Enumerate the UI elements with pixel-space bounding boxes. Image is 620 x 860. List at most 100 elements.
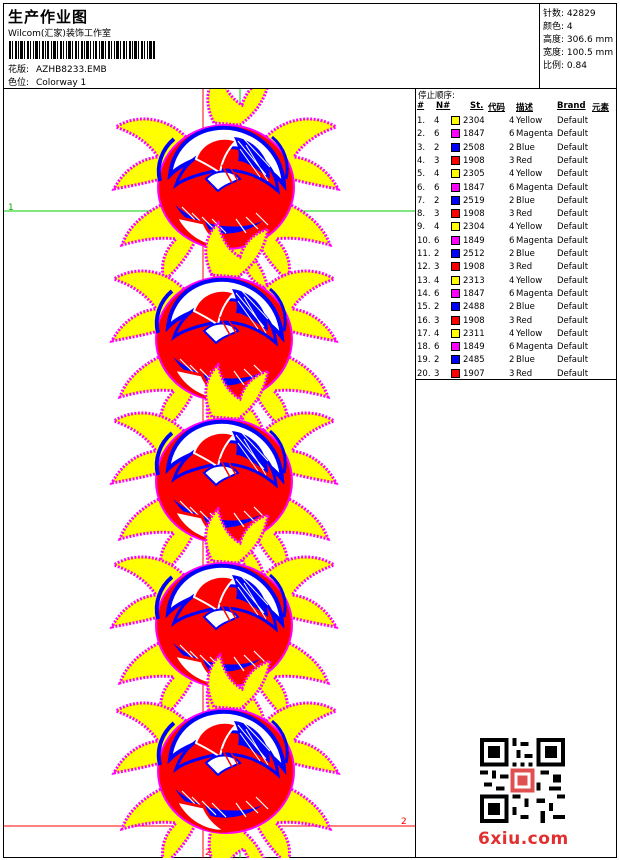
marker-2-right: 2	[401, 817, 407, 827]
row-needle-no: 2	[509, 302, 515, 313]
table-row: 11. 2 2512 2 Blue Default	[416, 248, 616, 261]
row-code: 2519	[463, 195, 485, 206]
row-code: 1908	[463, 262, 485, 273]
row-code: 2304	[463, 222, 485, 233]
row-needle-no: 6	[509, 182, 515, 193]
row-needle-no: 4	[509, 275, 515, 286]
color-swatch	[451, 355, 460, 365]
color-swatch	[451, 262, 460, 272]
color-swatch	[451, 222, 460, 232]
row-index: 7.	[417, 195, 426, 206]
color-swatch	[451, 288, 460, 298]
row-code: 2512	[463, 249, 485, 259]
row-index: 3.	[417, 142, 426, 153]
row-desc: Blue	[516, 302, 535, 313]
row-needle: 6	[434, 288, 440, 299]
row-code: 2488	[463, 302, 485, 313]
row-brand: Default	[557, 275, 589, 286]
col-brand-header: Brand	[557, 101, 586, 111]
row-needle: 4	[434, 328, 440, 339]
row-index: 13.	[417, 275, 431, 286]
table-row: 18. 6 1849 6 Magenta Default	[416, 341, 616, 354]
row-code: 1847	[463, 129, 485, 140]
color-swatch	[451, 169, 460, 179]
table-row: 9. 4 2304 4 Yellow Default	[416, 221, 616, 234]
row-needle-no: 2	[509, 355, 515, 366]
table-row: 13. 4 2313 4 Yellow Default	[416, 275, 616, 288]
stat-stitches: 针数: 42829	[543, 9, 596, 19]
stats-panel: 针数: 42829 颜色: 4 高度: 306.6 mm 宽度: 100.5 m…	[539, 4, 618, 88]
row-code: 2313	[463, 275, 485, 286]
sheet-title: 生产作业图	[8, 8, 89, 26]
row-brand: Default	[557, 315, 589, 326]
row-needle-no: 6	[509, 288, 515, 299]
row-code: 1908	[463, 315, 485, 326]
stat-height: 高度: 306.6 mm	[543, 35, 614, 45]
row-needle: 4	[434, 116, 440, 126]
row-needle: 4	[434, 169, 440, 180]
color-swatch	[451, 249, 460, 258]
color-swatch	[451, 142, 460, 152]
table-row: 2. 6 1847 6 Magenta Default	[416, 128, 616, 141]
table-row: 17. 4 2311 4 Yellow Default	[416, 328, 616, 341]
row-code: 1907	[463, 368, 485, 379]
row-needle: 2	[434, 302, 440, 313]
row-desc: Yellow	[516, 116, 543, 126]
row-needle-no: 4	[509, 169, 515, 180]
row-brand: Default	[557, 355, 589, 366]
row-index: 5.	[417, 169, 426, 180]
row-desc: Magenta	[516, 182, 554, 193]
row-index: 15.	[417, 302, 431, 313]
row-needle-no: 3	[509, 209, 515, 220]
table-row: 12. 3 1908 3 Red Default	[416, 261, 616, 274]
row-brand: Default	[557, 302, 589, 313]
color-swatch	[451, 195, 460, 205]
color-swatch	[451, 116, 460, 125]
row-index: 19.	[417, 355, 431, 366]
row-index: 10.	[417, 235, 431, 246]
row-desc: Magenta	[516, 342, 554, 353]
table-row: 3. 2 2508 2 Blue Default	[416, 142, 616, 155]
row-code: 1908	[463, 155, 485, 166]
color-swatch	[451, 209, 460, 219]
table-row: 14. 6 1847 6 Magenta Default	[416, 288, 616, 301]
row-needle-no: 2	[509, 195, 515, 206]
table-row: 19. 2 2485 2 Blue Default	[416, 354, 616, 367]
row-needle-no: 6	[509, 235, 515, 246]
embroidery-design-canvas: 1 2 2	[4, 89, 415, 858]
design-divider	[415, 88, 416, 858]
col-desc-header: 描述	[516, 103, 534, 113]
row-brand: Default	[557, 155, 589, 166]
table-row: 1. 4 2304 4 Yellow Default	[416, 115, 616, 128]
colorway-label: 色位:	[8, 78, 30, 88]
row-code: 2508	[463, 142, 485, 153]
row-needle-no: 3	[509, 155, 515, 166]
row-desc: Red	[516, 315, 533, 326]
table-row: 16. 3 1908 3 Red Default	[416, 315, 616, 328]
table-header: # N# St. 代码 描述 Brand 元素	[416, 101, 616, 113]
embroidery-design: 1 2 2	[4, 89, 415, 858]
row-needle: 2	[434, 142, 440, 153]
table-row: 20. 3 1907 3 Red Default	[416, 368, 616, 381]
row-needle: 2	[434, 195, 440, 206]
pattern-line: 花版: AZHB8233.EMB	[8, 62, 107, 75]
row-brand: Default	[557, 129, 589, 140]
col-code-header: 代码	[488, 103, 506, 113]
row-needle: 2	[434, 355, 440, 366]
col-index-header: #	[417, 101, 425, 111]
header-divider	[4, 88, 616, 89]
stop-sequence-table: 停止顺序: # N# St. 代码 描述 Brand 元素 1. 4 2304 4 Ye…	[416, 89, 617, 379]
stop-sequence-title: 停止顺序:	[418, 91, 455, 101]
color-swatch	[451, 235, 460, 245]
marker-2-bottom: 2	[205, 848, 211, 858]
row-needle: 2	[434, 249, 440, 259]
row-code: 2304	[463, 116, 485, 126]
col-st-header: St.	[470, 101, 484, 111]
row-needle-no: 6	[509, 342, 515, 353]
row-needle: 3	[434, 315, 440, 326]
row-code: 2305	[463, 169, 485, 180]
table-row: 6. 6 1847 6 Magenta Default	[416, 182, 616, 195]
stat-colors: 颜色: 4	[543, 22, 573, 32]
page-frame	[3, 3, 617, 858]
marker-1: 1	[8, 203, 14, 213]
